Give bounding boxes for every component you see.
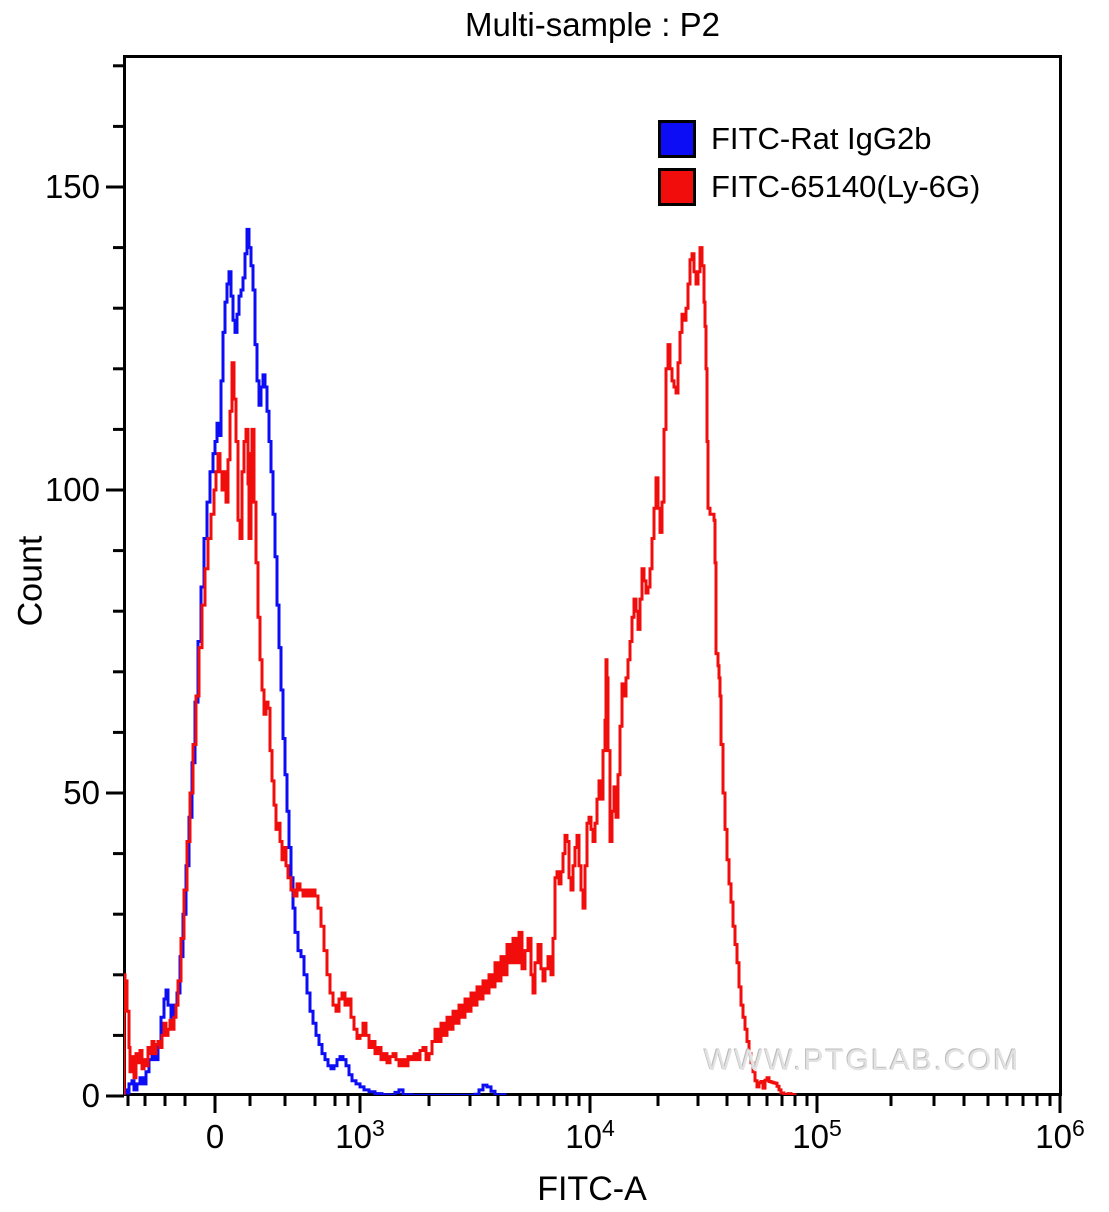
legend-item: FITC-Rat IgG2b bbox=[658, 115, 980, 163]
legend-swatch-red bbox=[658, 168, 696, 206]
y-tick-label-150: 150 bbox=[44, 168, 100, 205]
plot-border bbox=[123, 55, 1062, 1096]
legend-label: FITC-65140(Ly-6G) bbox=[711, 169, 981, 204]
x-tick-label-10e6: 106 bbox=[1035, 1115, 1085, 1155]
y-tick-label-0: 0 bbox=[81, 1077, 100, 1114]
y-axis-ticks bbox=[106, 64, 124, 1098]
x-axis-ticks bbox=[126, 1095, 1062, 1113]
x-tick-label-10e3: 103 bbox=[335, 1115, 385, 1155]
x-tick-label-0: 0 bbox=[205, 1118, 225, 1155]
curve-fitc-65140-ly-6g- bbox=[124, 246, 797, 1095]
watermark: WWW.PTGLAB.COM bbox=[704, 1044, 1021, 1077]
y-tick-label-50: 50 bbox=[63, 774, 100, 811]
chart-title: Multi-sample : P2 bbox=[465, 6, 720, 43]
legend: FITC-Rat IgG2b FITC-65140(Ly-6G) bbox=[658, 115, 980, 211]
legend-item: FITC-65140(Ly-6G) bbox=[658, 163, 980, 211]
x-axis-title: FITC-A bbox=[537, 1170, 647, 1208]
legend-label: FITC-Rat IgG2b bbox=[711, 121, 932, 156]
histogram-curves bbox=[124, 227, 797, 1095]
y-tick-label-100: 100 bbox=[44, 471, 100, 508]
y-axis-title: Count bbox=[11, 535, 50, 627]
x-tick-label-10e4: 104 bbox=[565, 1115, 615, 1155]
legend-swatch-blue bbox=[658, 120, 696, 158]
axis-frame bbox=[123, 55, 1062, 1096]
x-tick-label-10e5: 105 bbox=[792, 1115, 842, 1155]
